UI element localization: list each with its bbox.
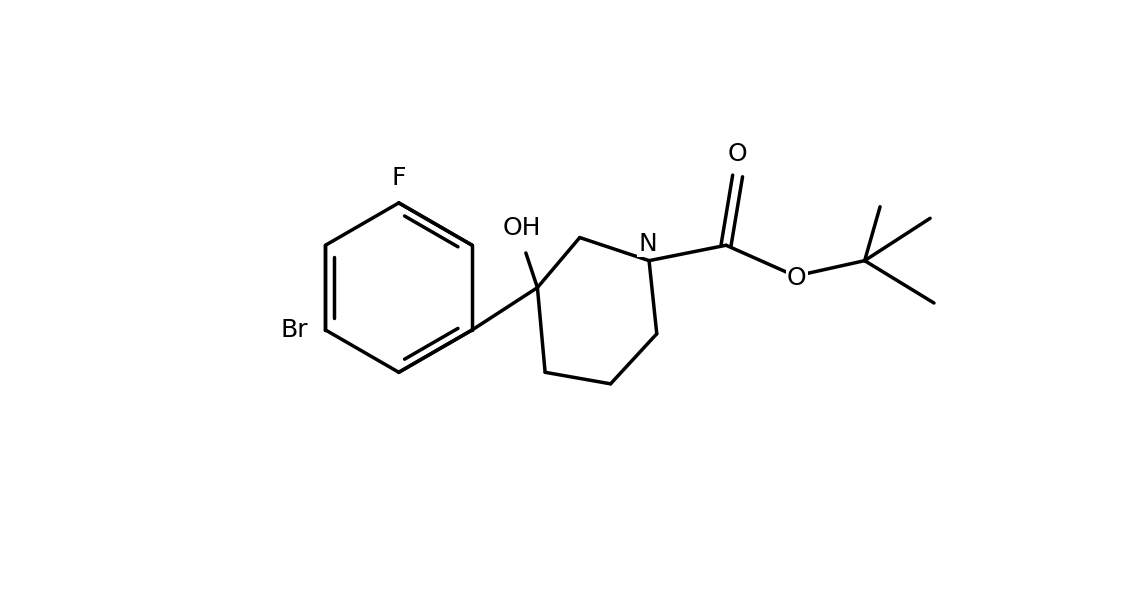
Text: Br: Br bbox=[280, 318, 309, 342]
Text: OH: OH bbox=[503, 215, 541, 239]
Text: N: N bbox=[638, 232, 657, 256]
Text: O: O bbox=[728, 142, 748, 166]
Text: F: F bbox=[392, 166, 406, 190]
Text: O: O bbox=[787, 266, 807, 290]
